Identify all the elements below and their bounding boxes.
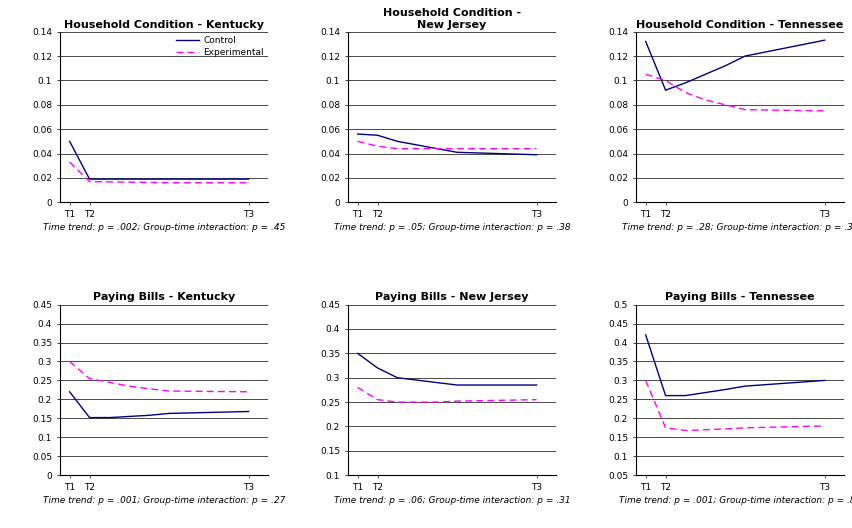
X-axis label: Time trend: p = .28; Group-time interaction: p = .38: Time trend: p = .28; Group-time interact… [621, 223, 852, 232]
X-axis label: Time trend: p = .002; Group-time interaction: p = .45: Time trend: p = .002; Group-time interac… [43, 223, 285, 232]
Legend: Control, Experimental: Control, Experimental [176, 36, 263, 57]
X-axis label: Time trend: p = .06; Group-time interaction: p = .31: Time trend: p = .06; Group-time interact… [333, 496, 570, 505]
X-axis label: Time trend: p = .001; Group-time interaction: p = .27: Time trend: p = .001; Group-time interac… [43, 496, 285, 505]
Title: Paying Bills - Tennessee: Paying Bills - Tennessee [665, 293, 814, 303]
Title: Household Condition - Tennessee: Household Condition - Tennessee [636, 20, 843, 30]
Title: Household Condition - Kentucky: Household Condition - Kentucky [64, 20, 264, 30]
X-axis label: Time trend: p = .05; Group-time interaction: p = .38: Time trend: p = .05; Group-time interact… [333, 223, 570, 232]
Title: Paying Bills - Kentucky: Paying Bills - Kentucky [93, 293, 235, 303]
Title: Household Condition -
New Jersey: Household Condition - New Jersey [383, 8, 521, 30]
Title: Paying Bills - New Jersey: Paying Bills - New Jersey [375, 293, 528, 303]
X-axis label: Time trend: p = .001; Group-time interaction: p = .86: Time trend: p = .001; Group-time interac… [619, 496, 852, 505]
